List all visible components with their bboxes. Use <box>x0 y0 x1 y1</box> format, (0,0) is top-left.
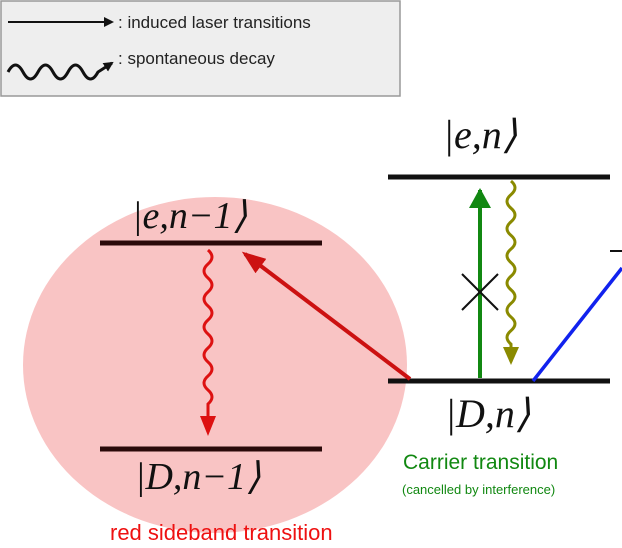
red-sideband-caption: red sideband transition <box>110 520 333 545</box>
decay-wave-icon <box>6 61 114 81</box>
legend-box <box>0 0 401 97</box>
red-sideband-arrow <box>241 251 412 381</box>
cancel-cross-icon <box>461 273 499 311</box>
state-label-D-n: |D,n⟩ <box>445 391 531 436</box>
legend-laser-label: : induced laser transitions <box>118 13 311 32</box>
carrier-note: (cancelled by interference) <box>402 482 555 497</box>
legend-decay-label: : spontaneous decay <box>118 49 275 68</box>
state-label-e-n: |e,n⟩ <box>443 112 518 157</box>
legend: : induced laser transitions : spontaneou… <box>0 0 401 97</box>
state-label-D-n-minus-1: |D,n−1⟩ <box>135 456 261 498</box>
carrier-caption: Carrier transition <box>403 451 558 474</box>
carrier-decay-wave <box>503 179 519 365</box>
blue-sideband-arrow <box>531 266 622 383</box>
state-label-e-n-minus-1: |e,n−1⟩ <box>132 195 247 237</box>
red-decay-wave <box>200 248 216 436</box>
